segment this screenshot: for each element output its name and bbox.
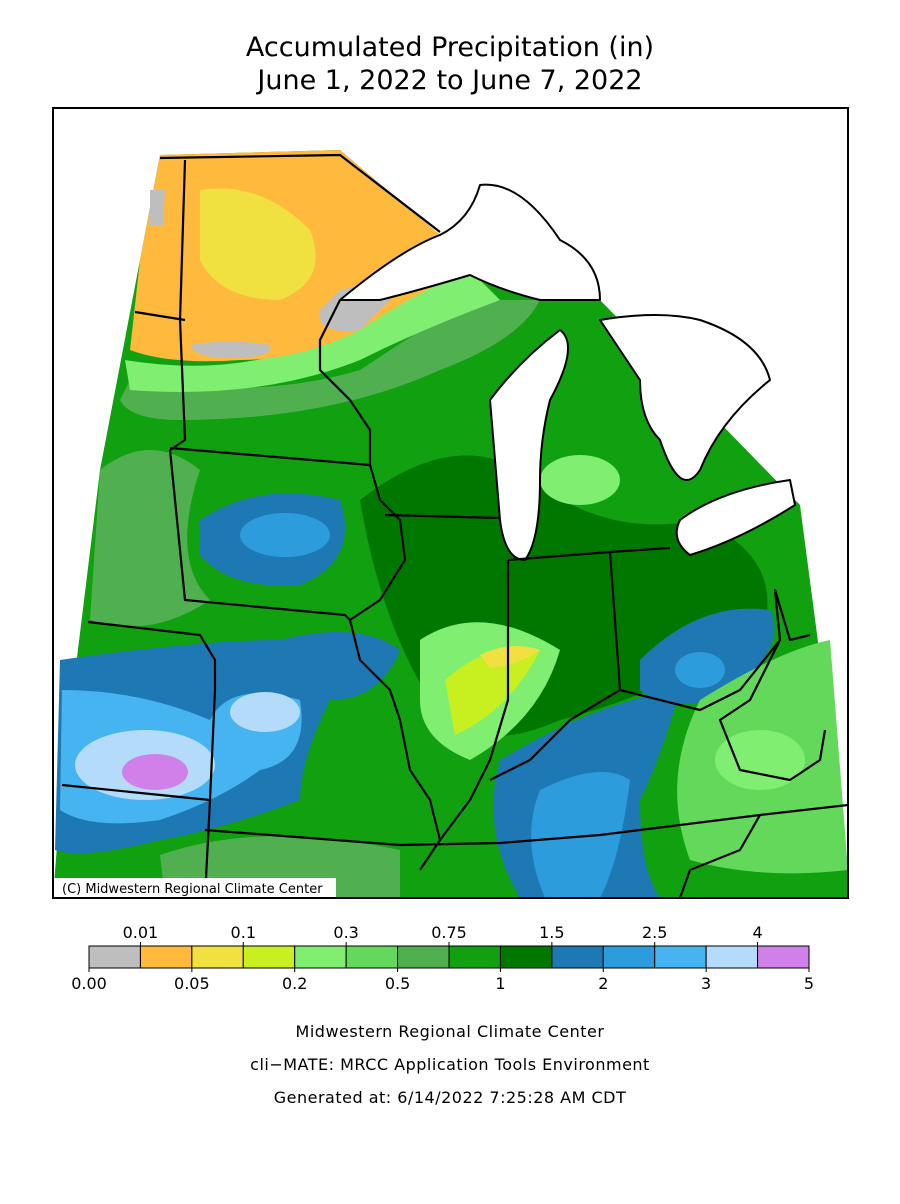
lake-erie [675, 479, 796, 556]
legend-label: 2 [598, 974, 608, 993]
legend-label: 1.5 [539, 923, 564, 942]
contour [715, 730, 805, 790]
legend-swatch [654, 945, 707, 969]
legend-label: 0.75 [431, 923, 467, 942]
legend-swatch [499, 945, 553, 969]
contour [480, 646, 540, 668]
legend-swatch [602, 945, 656, 969]
contour [122, 754, 188, 790]
border [718, 639, 827, 782]
map-frame [52, 107, 849, 899]
contour [200, 188, 316, 300]
border [169, 159, 187, 451]
legend-swatch [705, 945, 759, 969]
border [489, 551, 622, 781]
lake-superior [339, 183, 601, 302]
legend-label: 3 [701, 974, 711, 993]
legend-label: 0.5 [385, 974, 410, 993]
legend: 0.00 0.01 0.05 0.1 0.2 0.3 0.5 0.75 1 1.5 2 2.5 3 4 5 [71, 923, 814, 993]
contour [675, 652, 725, 688]
legend-swatch [294, 945, 347, 969]
credit-box [54, 878, 336, 897]
legend-swatch [448, 945, 501, 969]
legend-label: 4 [752, 923, 762, 942]
border [61, 783, 211, 802]
legend-swatch [345, 945, 399, 969]
legend-swatch [139, 945, 193, 969]
footer-line: Midwestern Regional Climate Center [296, 1022, 605, 1041]
border [318, 299, 372, 465]
legend-label: 5 [804, 974, 814, 993]
contour [150, 190, 165, 225]
credit: (C) Midwestern Regional Climate Center [62, 882, 323, 897]
title-line: Accumulated Precipitation (in) [246, 32, 654, 63]
footer-line: cli−MATE: MRCC Application Tools Environ… [250, 1055, 650, 1074]
legend-label: 0.05 [174, 974, 210, 993]
legend-label: 0.00 [71, 974, 107, 993]
legend-label: 0.3 [333, 923, 358, 942]
legend-swatch [88, 945, 141, 969]
border [168, 446, 407, 622]
contour [230, 692, 300, 732]
contour [540, 455, 620, 505]
contour [240, 513, 330, 557]
lake-huron [599, 314, 771, 481]
legend-label: 2.5 [642, 923, 667, 942]
contour [531, 772, 630, 898]
border [204, 803, 848, 847]
border [87, 620, 217, 898]
legend-swatch [242, 945, 296, 969]
border [348, 619, 442, 871]
map: (C) Midwestern Regional Climate Center [53, 150, 848, 898]
legend-swatch [191, 945, 244, 969]
legend-swatch [551, 945, 604, 969]
footer-line: Generated at: 6/14/2022 7:25:28 AM CDT [274, 1088, 627, 1107]
legend-label: 0.2 [282, 974, 307, 993]
border [678, 814, 761, 898]
title-line: June 1, 2022 to June 7, 2022 [255, 65, 642, 96]
border [384, 513, 501, 520]
border [159, 153, 441, 233]
legend-swatch [397, 945, 450, 969]
contour [190, 341, 271, 358]
border [134, 310, 186, 322]
contour [90, 450, 210, 627]
legend-label: 0.01 [123, 923, 159, 942]
legend-swatch [757, 945, 810, 969]
legend-label: 0.1 [231, 923, 256, 942]
legend-label: 1 [495, 974, 505, 993]
border [439, 560, 510, 841]
contour [445, 648, 540, 735]
